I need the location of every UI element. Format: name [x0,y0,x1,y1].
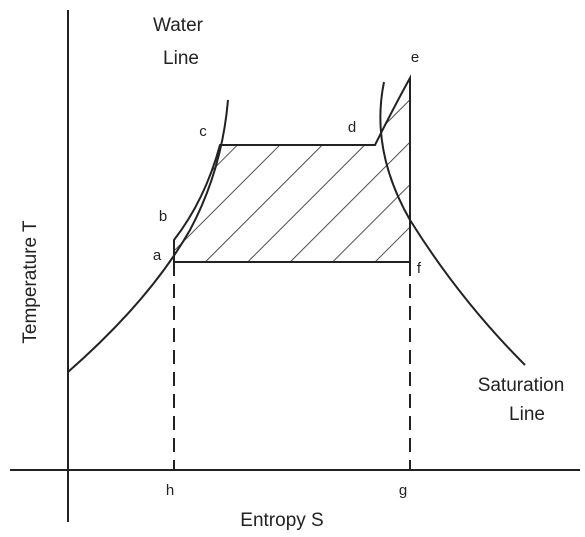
point-label: f [417,260,422,277]
point-label: g [399,482,407,499]
y-axis-label: Temperature T [20,220,41,344]
saturation-line-label: Line [509,404,545,425]
point-label: h [166,482,174,499]
point-label: d [348,119,356,136]
water-line-label: Line [163,48,199,69]
point-label: c [199,123,207,140]
water-line-label: Water [153,15,204,36]
point-label: b [159,208,167,225]
point-label: e [411,49,419,66]
x-axis-label: Entropy S [240,510,323,531]
point-label: a [153,247,162,264]
saturation-line-label: Saturation [478,375,565,396]
hatched-area [174,78,410,262]
cycle [173,74,411,263]
